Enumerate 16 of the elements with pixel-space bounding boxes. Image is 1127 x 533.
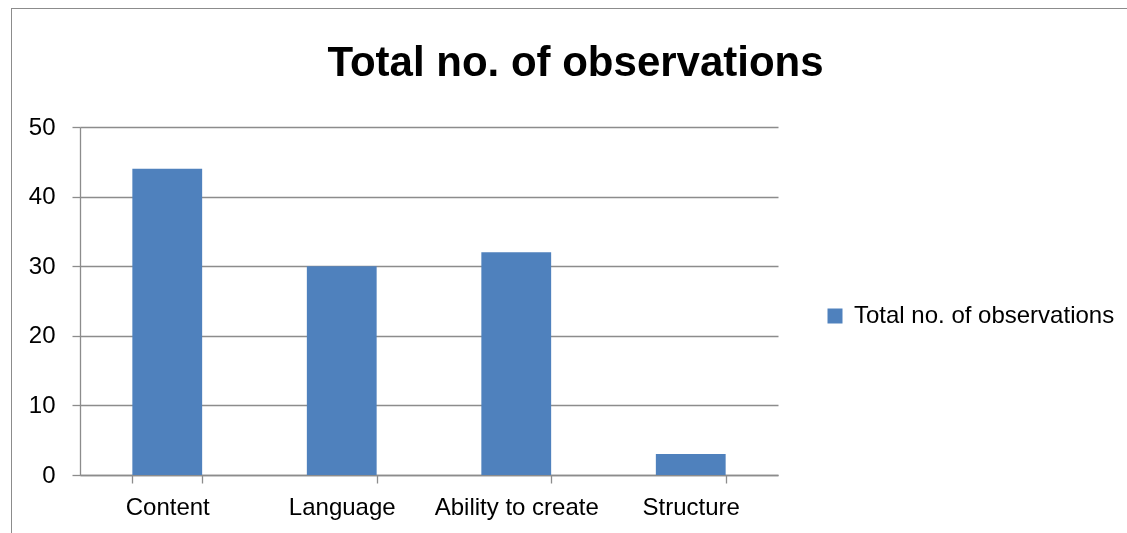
- y-tick-label: 10: [28, 390, 56, 418]
- y-tick-label: 0: [42, 460, 56, 488]
- y-tick-label: 50: [28, 112, 56, 140]
- bar: [655, 454, 726, 475]
- x-tick-label: Content: [125, 492, 211, 520]
- bar: [306, 266, 377, 475]
- bar: [132, 168, 203, 475]
- x-tick-label: Structure: [642, 492, 740, 520]
- legend-label: Total no. of observations: [854, 301, 1115, 328]
- bar: [481, 252, 552, 475]
- chart-title: Total no. of observations: [327, 38, 824, 85]
- y-tick-label: 20: [28, 321, 56, 349]
- y-tick-label: 40: [28, 182, 56, 210]
- y-tick-label: 30: [28, 251, 56, 279]
- x-tick-label: Ability to create: [434, 492, 599, 520]
- x-tick-label: Language: [288, 492, 396, 520]
